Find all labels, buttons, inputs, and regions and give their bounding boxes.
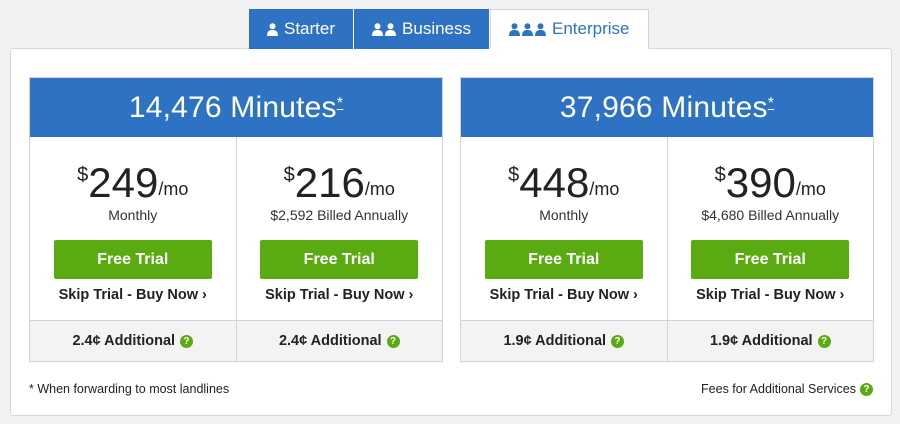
price: $ 249 /mo <box>30 161 236 205</box>
price-period: /mo <box>364 179 395 199</box>
additional-rate: 2.4¢ Additional ? <box>236 320 442 361</box>
fees-link-label: Fees for Additional Services <box>701 382 856 396</box>
tab-enterprise[interactable]: Enterprise <box>490 9 649 49</box>
free-trial-button[interactable]: Free Trial <box>260 240 419 279</box>
currency: $ <box>714 164 726 186</box>
tab-label: Business <box>402 19 472 38</box>
pricing-option-annual: $ 216 /mo $2,592 Billed Annually Free Tr… <box>235 137 443 361</box>
currency: $ <box>77 164 89 186</box>
buy-now-link[interactable]: Skip Trial - Buy Now › <box>58 287 207 303</box>
users-icon <box>372 22 397 36</box>
additional-rate-label: 2.4¢ Additional <box>278 333 382 349</box>
price-period: /mo <box>795 179 826 199</box>
price-amount: 216 <box>294 159 365 206</box>
footnote: * When forwarding to most landlines <box>29 382 230 396</box>
price: $ 216 /mo <box>237 161 443 205</box>
pricing-panel: 14,476 Minutes * $ 249 /mo Monthly Free T… <box>10 48 892 416</box>
additional-rate-label: 1.9¢ Additional <box>709 333 813 349</box>
additional-rate: 1.9¢ Additional ? <box>461 320 667 361</box>
currency: $ <box>283 164 295 186</box>
help-icon[interactable]: ? <box>611 334 625 348</box>
price: $ 448 /mo <box>461 161 667 205</box>
plan-card: 37,966 Minutes * $ 448 /mo Monthly Free T… <box>460 77 874 362</box>
plan-tier-tabs: Starter Business Enterprise <box>249 9 649 49</box>
additional-rate-label: 1.9¢ Additional <box>503 333 607 349</box>
currency: $ <box>508 164 520 186</box>
plan-minutes: 37,966 Minutes <box>559 90 768 124</box>
pricing-option-monthly: $ 448 /mo Monthly Free Trial Skip Trial … <box>461 137 667 361</box>
additional-rate-label: 2.4¢ Additional <box>72 333 176 349</box>
plan-header: 14,476 Minutes * <box>30 78 442 137</box>
user-icon <box>267 22 278 36</box>
fees-link[interactable]: Fees for Additional Services ? <box>701 382 873 396</box>
help-icon[interactable]: ? <box>386 334 400 348</box>
buy-now-link[interactable]: Skip Trial - Buy Now › <box>696 287 845 303</box>
plan-header: 37,966 Minutes * <box>461 78 873 137</box>
price-amount: 390 <box>725 159 796 206</box>
plan-minutes: 14,476 Minutes <box>128 90 337 124</box>
price-period: /mo <box>589 179 620 199</box>
tab-label: Enterprise <box>552 19 630 38</box>
pricing-option-annual: $ 390 /mo $4,680 Billed Annually Free Tr… <box>666 137 874 361</box>
pricing-option-monthly: $ 249 /mo Monthly Free Trial Skip Trial … <box>30 137 236 361</box>
free-trial-button[interactable]: Free Trial <box>53 240 212 279</box>
billing-terms: $4,680 Billed Annually <box>701 207 840 223</box>
tab-business[interactable]: Business <box>354 9 491 49</box>
buy-now-link[interactable]: Skip Trial - Buy Now › <box>265 287 414 303</box>
free-trial-button[interactable]: Free Trial <box>691 240 850 279</box>
team-icon <box>509 22 547 36</box>
tab-label: Starter <box>284 19 336 38</box>
help-icon: ? <box>860 382 873 396</box>
price-period: /mo <box>158 179 189 199</box>
additional-rate: 2.4¢ Additional ? <box>30 320 236 361</box>
footnote-marker[interactable]: * <box>336 94 344 112</box>
help-icon[interactable]: ? <box>817 334 831 348</box>
billing-terms: Monthly <box>108 207 158 223</box>
price: $ 390 /mo <box>668 161 874 205</box>
plan-card: 14,476 Minutes * $ 249 /mo Monthly Free T… <box>29 77 443 362</box>
price-amount: 448 <box>519 159 590 206</box>
buy-now-link[interactable]: Skip Trial - Buy Now › <box>489 287 638 303</box>
tab-starter[interactable]: Starter <box>249 9 355 49</box>
additional-rate: 1.9¢ Additional ? <box>667 320 873 361</box>
billing-terms: $2,592 Billed Annually <box>270 207 409 223</box>
free-trial-button[interactable]: Free Trial <box>484 240 643 279</box>
help-icon[interactable]: ? <box>180 334 194 348</box>
billing-terms: Monthly <box>539 207 589 223</box>
footnote-marker[interactable]: * <box>767 94 775 112</box>
price-amount: 249 <box>88 159 159 206</box>
